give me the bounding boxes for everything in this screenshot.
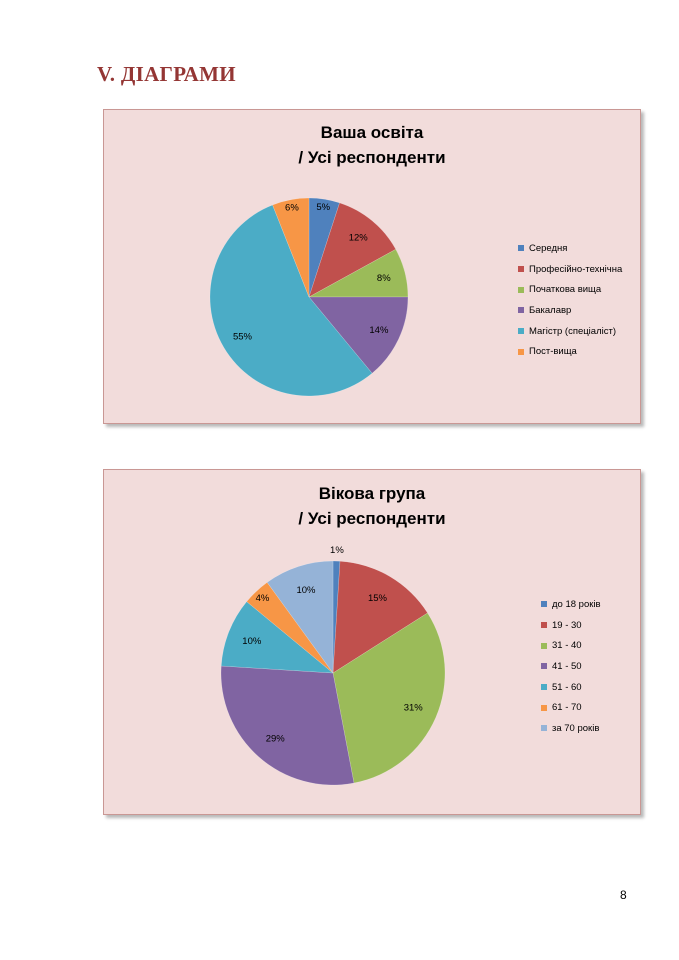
legend-label: 19 - 30 xyxy=(552,619,582,631)
legend-swatch xyxy=(541,725,547,732)
data-label: 31% xyxy=(404,703,424,714)
pie-slice xyxy=(220,601,334,674)
data-label: 8% xyxy=(377,273,391,284)
pie-chart: 1% 15% 31% 29% 10% 4% 10% xyxy=(220,545,446,786)
legend-item: Пост-вища xyxy=(518,341,622,362)
legend-item: 31 - 40 xyxy=(541,635,601,656)
chart-title: Ваша освіта / Усі респонденти xyxy=(104,120,640,170)
legend-label: до 18 років xyxy=(552,598,601,610)
legend-label: Магістр (спеціаліст) xyxy=(529,325,616,337)
legend-swatch xyxy=(518,348,524,355)
chart-title-line: Ваша освіта xyxy=(320,123,424,142)
pie-slice xyxy=(220,665,355,786)
data-label: 10% xyxy=(296,585,316,596)
legend-swatch xyxy=(541,704,547,711)
pie-slice xyxy=(308,202,397,298)
legend-item: 51 - 60 xyxy=(541,677,601,698)
pie-slice xyxy=(246,582,334,674)
pie-slice xyxy=(332,560,428,674)
pie-slice xyxy=(209,204,373,397)
section-heading: V. ДІАГРАМИ xyxy=(97,62,236,86)
legend-item: 19 - 30 xyxy=(541,615,601,636)
legend-item: за 70 років xyxy=(541,718,601,739)
chart-legend: Середня Професійно-технічна Початкова вища… xyxy=(518,238,622,362)
legend-swatch xyxy=(518,307,524,314)
pie-slice xyxy=(308,296,409,374)
legend-swatch xyxy=(518,245,524,252)
legend-item: Бакалавр xyxy=(518,300,622,321)
legend-item: 41 - 50 xyxy=(541,656,601,677)
pie-chart: 5% 12% 8% 14% 55% 6% xyxy=(209,197,409,397)
pie-slice xyxy=(272,197,310,298)
pie-slice xyxy=(332,560,341,674)
data-label: 6% xyxy=(285,203,299,214)
legend-label: Середня xyxy=(529,242,568,254)
legend-label: Професійно-технічна xyxy=(529,263,623,275)
legend-item: Магістр (спеціаліст) xyxy=(518,321,622,342)
page-number: 8 xyxy=(620,888,627,902)
legend-item: 61 - 70 xyxy=(541,697,601,718)
legend-label: за 70 років xyxy=(552,722,600,734)
pie-slice xyxy=(308,197,340,298)
legend-swatch xyxy=(541,684,547,691)
legend-label: Початкова вища xyxy=(529,284,602,296)
data-label: 12% xyxy=(349,233,369,244)
legend-item: до 18 років xyxy=(541,594,601,615)
legend-swatch xyxy=(518,328,524,335)
legend-label: 41 - 50 xyxy=(552,660,582,672)
education-chart: Ваша освіта / Усі респонденти 5% 12% 8% 14%… xyxy=(103,109,641,424)
legend-swatch xyxy=(541,642,547,649)
data-label: 14% xyxy=(369,325,389,336)
pie-slice xyxy=(308,248,409,298)
legend-swatch xyxy=(518,266,524,273)
legend-label: Пост-вища xyxy=(529,346,577,358)
legend-item: Професійно-технічна xyxy=(518,259,622,280)
data-label: 4% xyxy=(256,593,270,604)
legend-swatch xyxy=(541,663,547,670)
chart-title-line: / Усі респонденти xyxy=(298,509,446,528)
chart-title-line: Вікова група xyxy=(318,484,426,503)
legend-swatch xyxy=(518,286,524,293)
legend-label: 31 - 40 xyxy=(552,640,582,652)
legend-label: Бакалавр xyxy=(529,304,572,316)
legend-item: Початкова вища xyxy=(518,279,622,300)
data-label: 29% xyxy=(266,734,286,745)
pie-slice xyxy=(266,560,334,674)
legend-item: Середня xyxy=(518,238,622,259)
legend-label: 61 - 70 xyxy=(552,702,582,714)
legend-swatch xyxy=(541,622,547,629)
data-label: 55% xyxy=(233,331,253,342)
legend-swatch xyxy=(541,601,547,608)
chart-title: Вікова група / Усі респонденти xyxy=(104,481,640,531)
age-group-chart: Вікова група / Усі респонденти 1% 15% 31% 2… xyxy=(103,469,641,815)
chart-legend: до 18 років 19 - 30 31 - 40 41 - 50 51 - 60 6… xyxy=(541,594,601,739)
legend-label: 51 - 60 xyxy=(552,681,582,693)
data-label: 5% xyxy=(316,202,330,213)
data-label: 15% xyxy=(368,593,388,604)
data-label: 10% xyxy=(242,636,262,647)
chart-title-line: / Усі респонденти xyxy=(298,148,446,167)
data-label: 1% xyxy=(330,545,344,556)
pie-slice xyxy=(332,612,446,784)
